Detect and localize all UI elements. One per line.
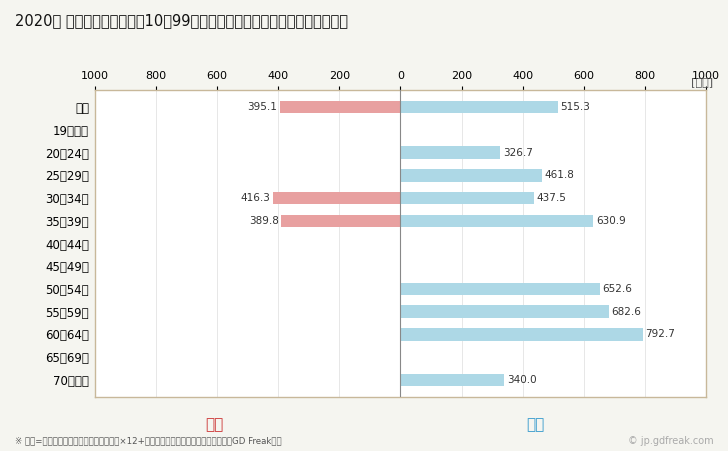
Text: 652.6: 652.6 xyxy=(602,284,632,294)
Bar xyxy=(400,373,505,386)
Text: 女性: 女性 xyxy=(205,417,224,433)
Text: 682.6: 682.6 xyxy=(612,307,641,317)
Text: © jp.gdfreak.com: © jp.gdfreak.com xyxy=(628,436,713,446)
Text: 389.8: 389.8 xyxy=(249,216,279,226)
Text: 792.7: 792.7 xyxy=(645,329,675,340)
Bar xyxy=(400,283,600,295)
Text: 326.7: 326.7 xyxy=(503,147,533,158)
Bar xyxy=(400,305,609,318)
Bar xyxy=(400,192,534,204)
Text: 395.1: 395.1 xyxy=(248,102,277,112)
Bar xyxy=(400,169,542,182)
Text: 515.3: 515.3 xyxy=(561,102,590,112)
Text: 男性: 男性 xyxy=(526,417,545,433)
Text: ※ 年収=「きまって支給する現金給与額」×12+「年間賞与その他特別給与額」としてGD Freak推計: ※ 年収=「きまって支給する現金給与額」×12+「年間賞与その他特別給与額」とし… xyxy=(15,437,281,446)
Text: 630.9: 630.9 xyxy=(596,216,625,226)
Bar xyxy=(273,192,400,204)
Bar xyxy=(400,101,558,114)
Text: 416.3: 416.3 xyxy=(241,193,271,203)
Bar xyxy=(281,215,400,227)
Text: 340.0: 340.0 xyxy=(507,375,537,385)
Text: [万円]: [万円] xyxy=(692,77,713,87)
Bar xyxy=(400,215,593,227)
Bar xyxy=(280,101,400,114)
Text: 437.5: 437.5 xyxy=(537,193,566,203)
Text: 2020年 民間企業（従業者数10〜99人）フルタイム労働者の男女別平均年収: 2020年 民間企業（従業者数10〜99人）フルタイム労働者の男女別平均年収 xyxy=(15,14,347,28)
Bar xyxy=(400,147,500,159)
Text: 461.8: 461.8 xyxy=(544,170,574,180)
Bar xyxy=(400,328,643,341)
